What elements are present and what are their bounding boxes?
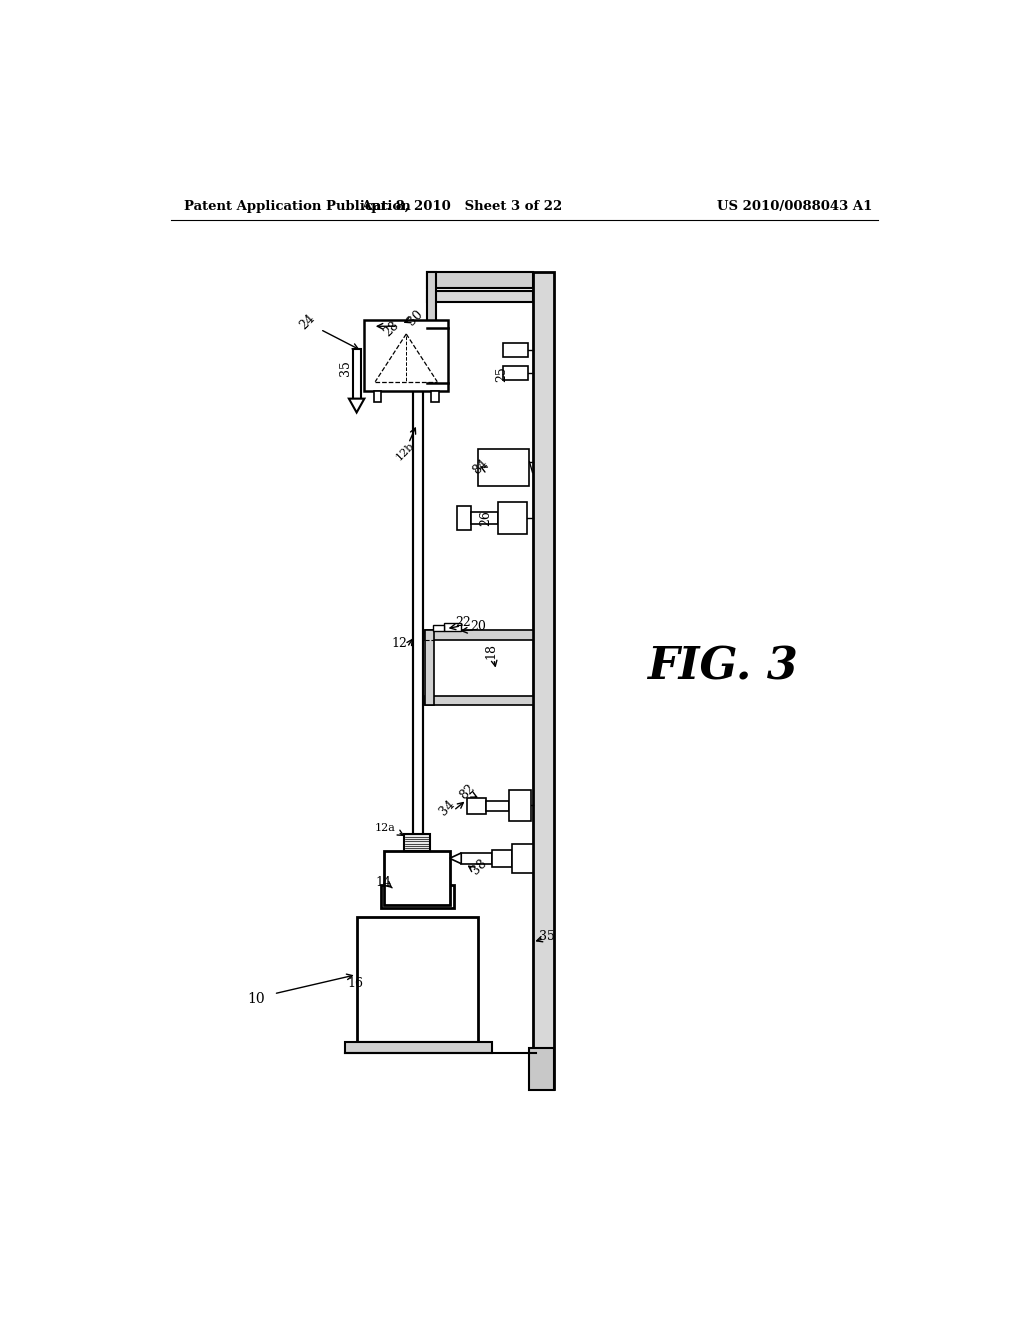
Bar <box>461 853 493 863</box>
Bar <box>433 626 444 631</box>
Bar <box>498 502 527 535</box>
Text: 28: 28 <box>381 319 401 339</box>
Bar <box>388 853 445 900</box>
Polygon shape <box>349 399 365 412</box>
Bar <box>352 350 360 399</box>
Text: 82: 82 <box>458 781 477 803</box>
Text: 14: 14 <box>376 875 392 888</box>
Text: 84: 84 <box>470 457 490 477</box>
Bar <box>403 834 430 851</box>
Bar <box>356 917 477 1044</box>
Bar <box>345 1043 493 1053</box>
Text: 24: 24 <box>298 313 318 333</box>
Bar <box>414 391 423 841</box>
Text: 35: 35 <box>539 929 554 942</box>
Text: US 2010/0088043 A1: US 2010/0088043 A1 <box>717 199 872 213</box>
Text: FIG. 3: FIG. 3 <box>647 645 798 688</box>
Bar <box>427 272 534 288</box>
Bar <box>503 343 528 358</box>
Bar <box>493 850 512 867</box>
Text: Patent Application Publication: Patent Application Publication <box>183 199 411 213</box>
Bar <box>427 272 436 343</box>
Text: 12b: 12b <box>394 440 417 462</box>
Text: 25: 25 <box>495 366 508 381</box>
Bar <box>374 391 381 401</box>
Bar <box>381 886 454 908</box>
Bar <box>528 1048 554 1090</box>
Bar <box>471 512 498 524</box>
Text: 34: 34 <box>437 797 458 818</box>
Bar <box>532 272 554 1089</box>
Bar <box>503 367 528 380</box>
Text: 26: 26 <box>479 510 493 525</box>
Text: 12a: 12a <box>375 824 395 833</box>
Text: 12: 12 <box>391 638 408 649</box>
Bar <box>425 631 534 640</box>
Text: 22: 22 <box>455 616 471 630</box>
Bar <box>384 851 451 906</box>
Polygon shape <box>450 853 461 863</box>
Text: Apr. 8, 2010   Sheet 3 of 22: Apr. 8, 2010 Sheet 3 of 22 <box>360 199 562 213</box>
Bar <box>444 623 461 631</box>
Bar <box>425 696 534 705</box>
Bar <box>427 290 534 302</box>
Text: 20: 20 <box>470 620 486 634</box>
Text: 35: 35 <box>339 360 351 376</box>
Text: 16: 16 <box>347 977 364 990</box>
Text: 30: 30 <box>404 308 425 329</box>
Bar <box>509 789 531 821</box>
Bar <box>365 321 449 391</box>
Text: 18: 18 <box>484 643 498 659</box>
Bar <box>431 391 438 401</box>
Bar <box>478 449 529 487</box>
Text: 10: 10 <box>247 993 264 1006</box>
Bar <box>486 801 509 810</box>
Bar <box>512 843 534 873</box>
Text: 38: 38 <box>469 857 489 876</box>
Bar <box>457 507 471 529</box>
Bar <box>425 631 434 705</box>
Bar <box>467 797 486 814</box>
